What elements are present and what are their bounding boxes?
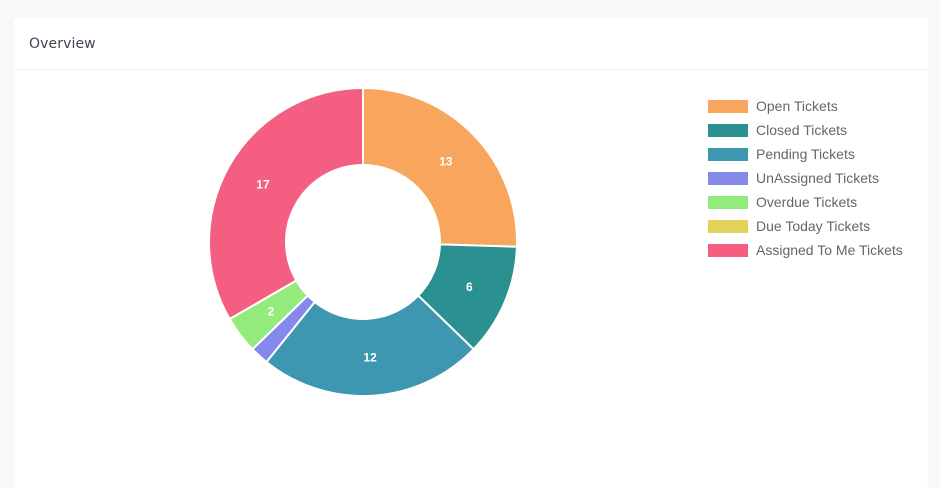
legend-label: Overdue Tickets <box>756 194 858 210</box>
card-header: Overview <box>14 18 928 70</box>
legend-item-unassigned-tickets[interactable]: UnAssigned Tickets <box>708 166 903 190</box>
legend-label: Pending Tickets <box>756 146 855 162</box>
legend-swatch <box>708 195 748 209</box>
legend-item-due-today-tickets[interactable]: Due Today Tickets <box>708 214 903 238</box>
slice-assigned-to-me-tickets[interactable] <box>208 86 364 321</box>
slice-open-tickets[interactable] <box>362 86 518 248</box>
legend-swatch <box>708 123 748 137</box>
slice-label-closed-tickets: 6 <box>466 280 473 294</box>
donut-chart: 13 6 12 2 17 <box>208 86 518 397</box>
legend-label: Due Today Tickets <box>756 218 871 234</box>
legend-swatch <box>708 219 748 233</box>
slice-pending-tickets[interactable] <box>265 294 475 397</box>
slice-label-open-tickets: 13 <box>439 155 453 169</box>
slice-label-pending-tickets: 12 <box>363 350 377 364</box>
legend-item-pending-tickets[interactable]: Pending Tickets <box>708 142 903 166</box>
legend-item-assigned-to-me-tickets[interactable]: Assigned To Me Tickets <box>708 238 903 262</box>
legend-swatch <box>708 243 748 257</box>
legend-item-open-tickets[interactable]: Open Tickets <box>708 94 903 118</box>
legend-swatch <box>708 99 748 113</box>
legend-swatch <box>708 147 748 161</box>
slice-label-assigned-to-me-tickets: 17 <box>256 177 270 191</box>
card-title: Overview <box>29 35 96 52</box>
overview-card: Overview 13 6 12 2 17 Open Tickets Closed Tic… <box>14 18 928 488</box>
slice-label-overdue-tickets: 2 <box>267 305 274 319</box>
legend-swatch <box>708 171 748 185</box>
legend-label: Closed Tickets <box>756 122 848 138</box>
legend-label: Open Tickets <box>756 98 838 114</box>
legend-label: UnAssigned Tickets <box>756 170 879 186</box>
chart-legend: Open Tickets Closed Tickets Pending Ticket… <box>708 94 903 262</box>
legend-item-closed-tickets[interactable]: Closed Tickets <box>708 118 903 142</box>
legend-item-overdue-tickets[interactable]: Overdue Tickets <box>708 190 903 214</box>
legend-label: Assigned To Me Tickets <box>756 242 903 258</box>
